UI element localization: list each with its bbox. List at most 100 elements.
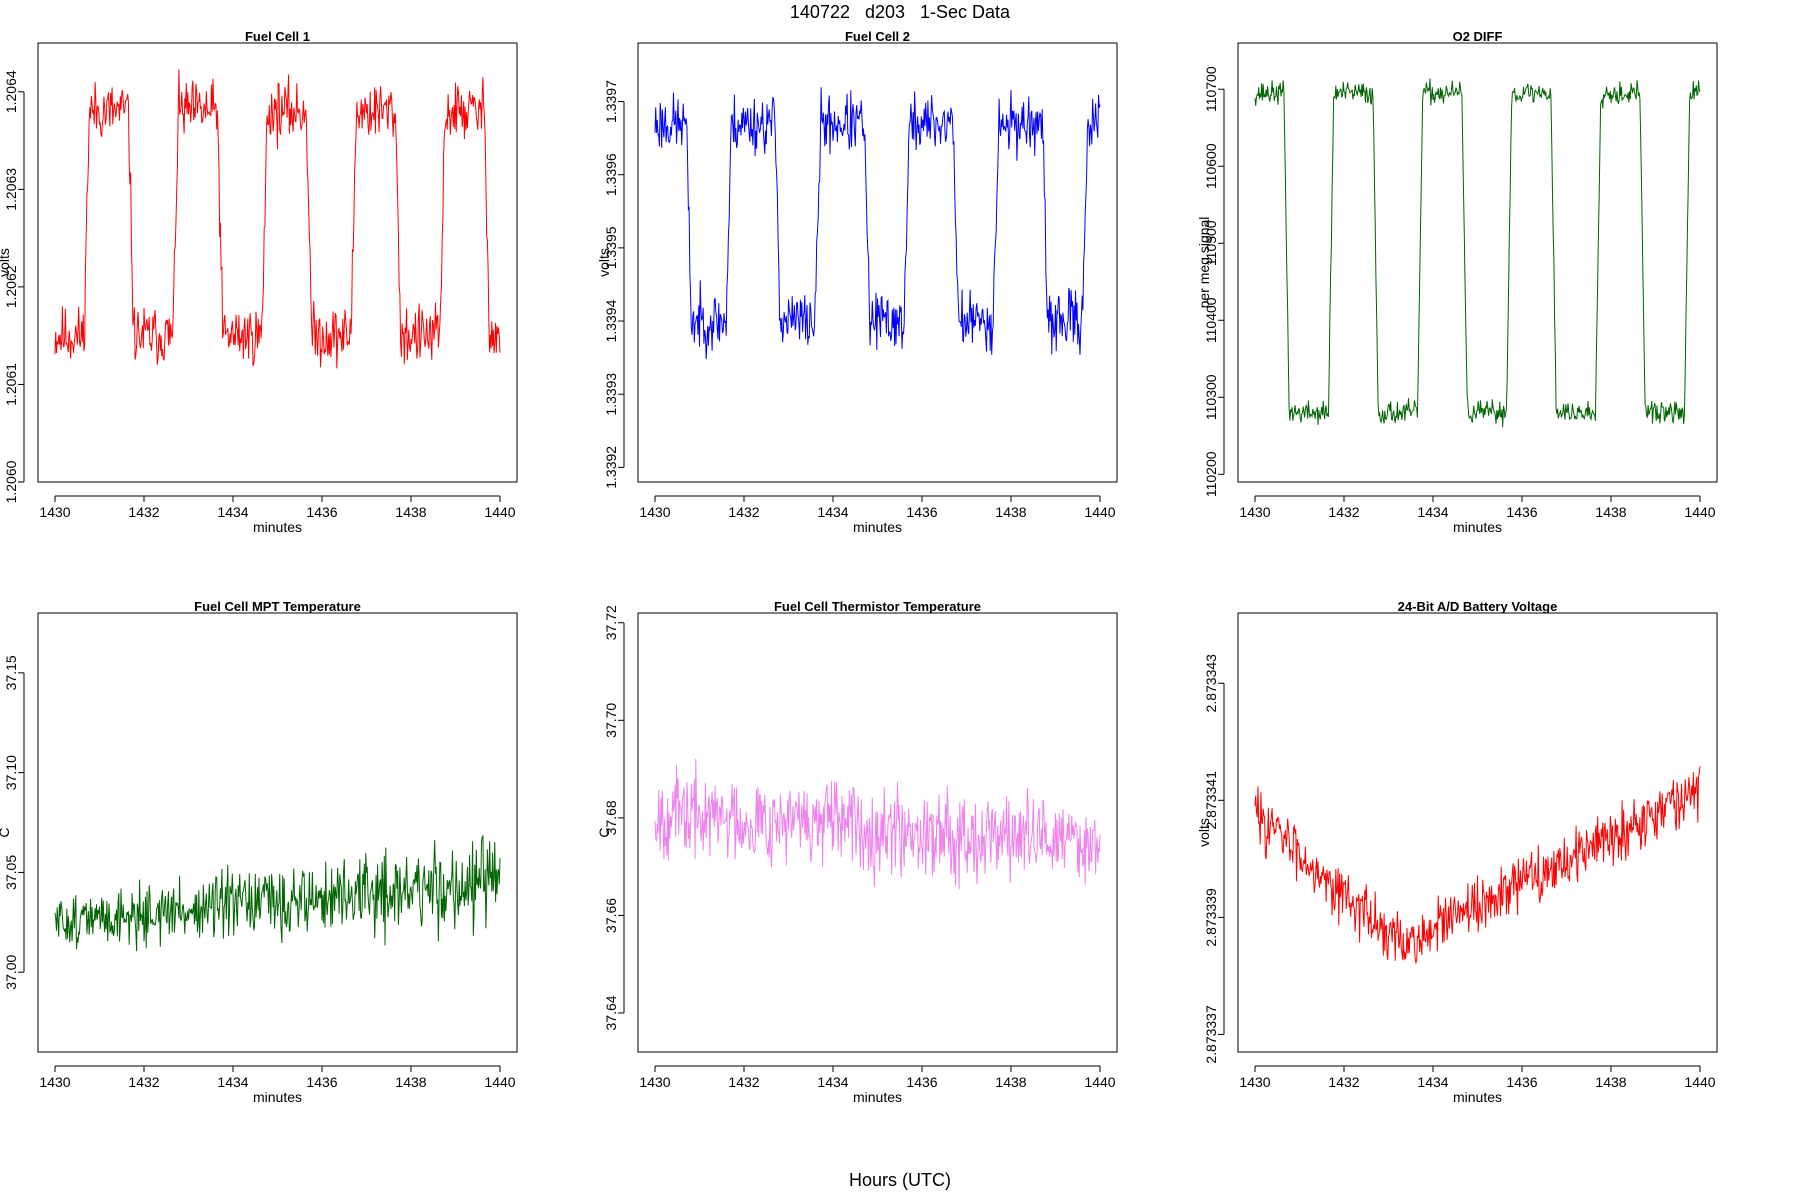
x-axis-label: minutes [853, 519, 902, 535]
chart-title: 24-Bit A/D Battery Voltage [1398, 599, 1558, 614]
y-axis-label: volts [0, 248, 12, 277]
chart-title: Fuel Cell Thermistor Temperature [774, 599, 981, 614]
y-tick-label: 110500 [1203, 220, 1219, 266]
x-tick-label: 1434 [1417, 504, 1448, 520]
panel-fuel-cell-2: Fuel Cell 2 1430 1432 1434 1436 1438 1440 minut… [596, 29, 1200, 600]
plot-frame [1237, 42, 1718, 483]
plot-frame [37, 612, 518, 1053]
x-tick-label: 1432 [128, 1074, 159, 1090]
panel-o2-diff: O2 DIFF 1430 1432 1434 1436 1438 1440 minutes 11… [1196, 29, 1800, 600]
x-axis-label: minutes [1453, 1089, 1502, 1105]
y-tick-label: 1.3397 [603, 80, 619, 123]
x-tick-label: 1440 [1084, 1074, 1115, 1090]
plot-frame [637, 42, 1118, 483]
x-tick-label: 1438 [995, 1074, 1026, 1090]
series-line [1254, 766, 1701, 965]
x-tick-label: 1436 [1506, 504, 1537, 520]
x-tick-label: 1436 [906, 504, 937, 520]
y-tick-label: 37.66 [603, 898, 619, 933]
y-tick-label: 37.64 [603, 995, 619, 1030]
y-tick-label: 110700 [1203, 66, 1219, 112]
y-tick-label: 110600 [1203, 143, 1219, 189]
x-tick-label: 1434 [817, 1074, 848, 1090]
y-axis-label: C [596, 827, 612, 837]
chart-battery-voltage: 24-Bit A/D Battery Voltage 1430 1432 1434 14… [1196, 599, 1718, 1105]
series-line [1254, 78, 1701, 428]
y-axis-label: C [0, 827, 12, 837]
y-tick-label: 37.15 [3, 655, 19, 690]
plot-frame [1237, 612, 1718, 1053]
x-tick-label: 1440 [1684, 1074, 1715, 1090]
plot-frame [37, 42, 518, 483]
x-tick-label: 1436 [1506, 1074, 1537, 1090]
x-tick-label: 1430 [639, 504, 670, 520]
y-tick-label: 110400 [1203, 297, 1219, 343]
panel-battery-voltage: 24-Bit A/D Battery Voltage 1430 1432 1434 14… [1196, 599, 1800, 1170]
plot-frame [637, 612, 1118, 1053]
chart-mpt-temperature: Fuel Cell MPT Temperature 1430 1432 1434 143… [0, 599, 518, 1105]
x-tick-label: 1434 [817, 504, 848, 520]
y-tick-label: 2.873339 [1203, 888, 1219, 947]
x-tick-label: 1440 [484, 504, 515, 520]
y-tick-label: 1.3396 [603, 153, 619, 196]
y-tick-label: 2.873341 [1203, 771, 1219, 830]
y-tick-label: 37.70 [603, 703, 619, 738]
y-tick-label: 1.3392 [603, 446, 619, 489]
y-tick-label: 1.2060 [3, 460, 19, 503]
x-tick-label: 1432 [728, 504, 759, 520]
x-tick-label: 1434 [1417, 1074, 1448, 1090]
y-tick-label: 37.10 [3, 755, 19, 790]
y-tick-label: 37.68 [603, 800, 619, 835]
figure-title: 140722 d203 1-Sec Data [789, 2, 1011, 22]
series-line [654, 87, 1101, 360]
x-tick-label: 1440 [1684, 504, 1715, 520]
x-tick-label: 1434 [217, 1074, 248, 1090]
x-tick-label: 1436 [306, 504, 337, 520]
x-tick-label: 1438 [1595, 1074, 1626, 1090]
series-line [654, 758, 1101, 890]
x-tick-label: 1438 [1595, 504, 1626, 520]
y-tick-label: 1.2061 [3, 363, 19, 406]
panel-mpt-temperature: Fuel Cell MPT Temperature 1430 1432 1434 143… [0, 599, 600, 1170]
x-tick-label: 1434 [217, 504, 248, 520]
x-tick-label: 1432 [1328, 504, 1359, 520]
x-axis-label: minutes [853, 1089, 902, 1105]
x-tick-label: 1438 [395, 1074, 426, 1090]
series-line [54, 69, 501, 369]
x-tick-label: 1430 [39, 1074, 70, 1090]
chart-o2-diff: O2 DIFF 1430 1432 1434 1436 1438 1440 minutes 11… [1196, 29, 1718, 535]
x-axis-label: minutes [253, 1089, 302, 1105]
chart-fuel-cell-1: Fuel Cell 1 1430 1432 1434 1436 1438 1440 minut… [0, 29, 518, 535]
x-tick-label: 1432 [128, 504, 159, 520]
y-axis-label: volts [596, 248, 612, 277]
x-tick-label: 1430 [639, 1074, 670, 1090]
y-tick-label: 37.05 [3, 855, 19, 890]
hours-utc-label: Hours (UTC) [849, 1170, 951, 1190]
y-tick-label: 2.873337 [1203, 1005, 1219, 1064]
y-tick-label: 2.873343 [1203, 654, 1219, 713]
y-tick-label: 1.3395 [603, 226, 619, 269]
y-axis-label: volts [1196, 818, 1212, 847]
y-tick-label: 37.72 [603, 605, 619, 640]
chart-title: Fuel Cell MPT Temperature [194, 599, 361, 614]
x-tick-label: 1432 [728, 1074, 759, 1090]
x-tick-label: 1430 [1239, 1074, 1270, 1090]
y-tick-label: 110300 [1203, 374, 1219, 420]
x-tick-label: 1440 [1084, 504, 1115, 520]
chart-title: Fuel Cell 1 [245, 29, 310, 44]
y-tick-label: 1.3393 [603, 373, 619, 416]
y-axis-label: per meg signal [1196, 217, 1212, 309]
y-tick-label: 1.2062 [3, 265, 19, 308]
y-tick-label: 110200 [1203, 451, 1219, 497]
x-tick-label: 1430 [39, 504, 70, 520]
panel-thermistor-temperature: Fuel Cell Thermistor Temperature 1430 1432… [596, 599, 1200, 1170]
panel-fuel-cell-1: Fuel Cell 1 1430 1432 1434 1436 1438 1440 minut… [0, 29, 600, 600]
chart-title: O2 DIFF [1453, 29, 1503, 44]
x-tick-label: 1432 [1328, 1074, 1359, 1090]
y-tick-label: 1.2064 [3, 70, 19, 113]
x-axis-label: minutes [1453, 519, 1502, 535]
y-tick-label: 1.3394 [603, 299, 619, 342]
x-axis-label: minutes [253, 519, 302, 535]
x-tick-label: 1440 [484, 1074, 515, 1090]
x-tick-label: 1436 [906, 1074, 937, 1090]
